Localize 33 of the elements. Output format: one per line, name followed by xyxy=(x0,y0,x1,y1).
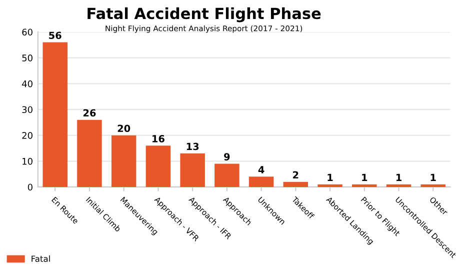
bar xyxy=(42,42,68,187)
bar xyxy=(180,153,205,187)
data-label: 1 xyxy=(362,174,368,181)
y-tick-label: 30 xyxy=(22,106,32,114)
data-label: 20 xyxy=(118,124,130,132)
data-label: 16 xyxy=(152,135,164,142)
data-label: 1 xyxy=(396,174,402,181)
data-label: 9 xyxy=(224,153,230,160)
bar xyxy=(318,184,342,187)
data-label: 2 xyxy=(293,171,298,178)
y-tick-label: 40 xyxy=(22,80,32,88)
bar xyxy=(111,135,136,187)
data-label: 26 xyxy=(83,109,96,117)
data-label: 1 xyxy=(328,174,333,181)
y-tick-label: 10 xyxy=(22,158,32,165)
chart-title: Fatal Accident Flight Phase xyxy=(88,7,321,22)
y-tick-label: 20 xyxy=(22,132,32,139)
data-label: 56 xyxy=(49,32,62,40)
bar xyxy=(352,184,377,187)
data-label: 1 xyxy=(430,174,436,181)
bar xyxy=(146,146,171,187)
y-tick-label: 60 xyxy=(22,28,32,36)
bar xyxy=(420,184,446,187)
bar xyxy=(386,184,412,187)
bar xyxy=(248,176,274,187)
legend-label: Fatal xyxy=(32,255,50,262)
bar xyxy=(283,182,308,187)
bar xyxy=(77,120,102,187)
y-tick-label: 50 xyxy=(22,54,32,62)
bar xyxy=(214,164,240,187)
y-tick-label: 0 xyxy=(28,184,32,191)
data-label: 4 xyxy=(258,166,264,174)
data-label: 13 xyxy=(186,142,199,150)
